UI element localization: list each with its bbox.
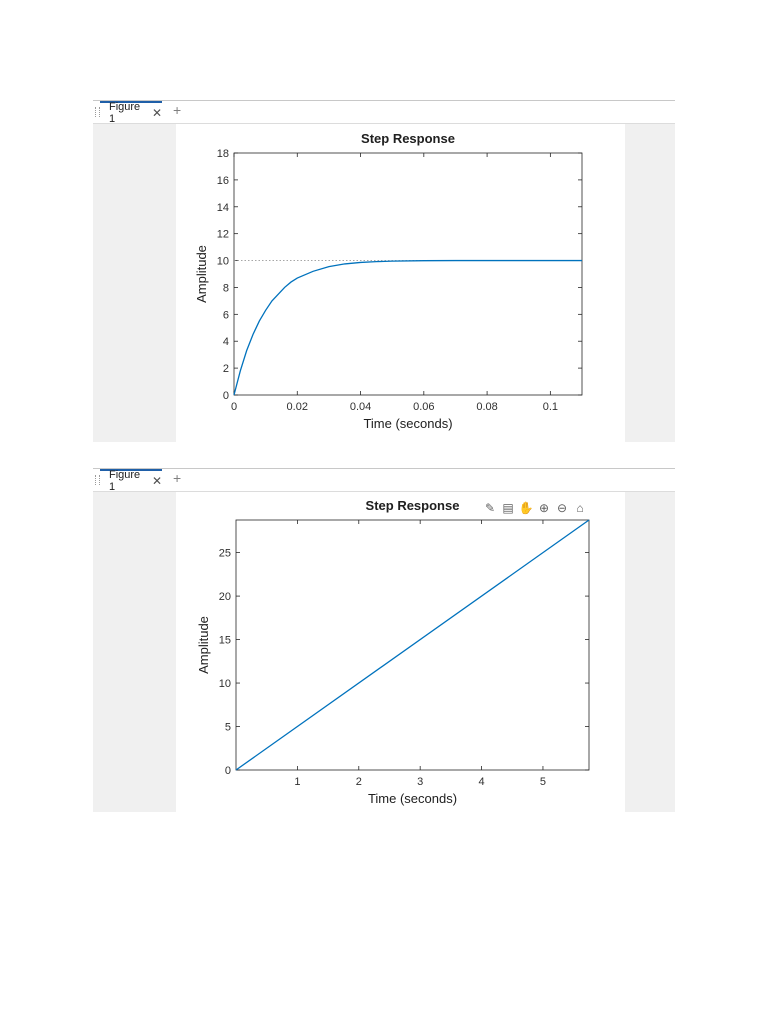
- x-axis-label: Time (seconds): [368, 791, 457, 806]
- y-tick-label: 16: [217, 175, 229, 187]
- drag-handle-icon[interactable]: [95, 475, 100, 485]
- zoom-in-icon[interactable]: ⊕: [538, 501, 550, 515]
- y-tick-label: 15: [219, 635, 231, 647]
- tab-label: Figure 1: [109, 469, 141, 493]
- x-tick-label: 2: [356, 776, 362, 788]
- x-tick-label: 1: [294, 776, 300, 788]
- divider: [93, 468, 675, 469]
- y-axis-label: Amplitude: [194, 245, 209, 303]
- series-line: [235, 519, 590, 771]
- x-tick-label: 4: [479, 776, 485, 788]
- x-axis-label: Time (seconds): [363, 416, 452, 431]
- drag-handle-icon[interactable]: [95, 107, 100, 117]
- x-tick-label: 0.1: [543, 401, 558, 413]
- y-tick-label: 6: [223, 309, 229, 321]
- home-icon[interactable]: ⌂: [576, 501, 584, 515]
- y-tick-label: 5: [225, 722, 231, 734]
- divider: [93, 100, 675, 101]
- y-tick-label: 10: [219, 678, 231, 690]
- zoom-out-icon[interactable]: ⊖: [556, 501, 568, 515]
- y-tick-label: 25: [219, 548, 231, 560]
- pan-icon[interactable]: ✋: [518, 501, 534, 515]
- plus-icon[interactable]: +: [173, 102, 182, 118]
- x-tick-label: 0.06: [413, 401, 434, 413]
- y-tick-label: 12: [217, 229, 229, 241]
- y-tick-label: 2: [223, 363, 229, 375]
- y-tick-label: 18: [217, 148, 229, 160]
- series-line: [233, 259, 582, 396]
- y-tick-label: 8: [223, 282, 229, 294]
- close-icon[interactable]: ✕: [151, 474, 162, 488]
- tab-bar: Figure 1 ✕ +: [93, 101, 675, 125]
- y-axis-label: Amplitude: [196, 616, 211, 674]
- y-tick-label: 20: [219, 591, 231, 603]
- x-tick-label: 0.08: [476, 401, 497, 413]
- plus-icon[interactable]: +: [173, 470, 182, 486]
- y-tick-label: 10: [217, 256, 229, 268]
- tab-figure-1[interactable]: Figure 1 ✕: [100, 101, 162, 125]
- data-tips-icon[interactable]: ✎: [484, 501, 496, 515]
- y-tick-label: 0: [223, 390, 229, 402]
- close-icon[interactable]: ✕: [151, 106, 162, 120]
- tab-label: Figure 1: [109, 101, 141, 125]
- x-tick-label: 3: [417, 776, 423, 788]
- chart-title: Step Response: [366, 498, 460, 513]
- x-tick-label: 0.02: [287, 401, 308, 413]
- x-tick-label: 0: [231, 401, 237, 413]
- y-tick-label: 4: [223, 336, 229, 348]
- y-tick-label: 0: [225, 765, 231, 777]
- axes-toolbar: ✎ ▤ ✋ ⊕ ⊖ ⌂: [482, 500, 588, 516]
- x-tick-label: 5: [540, 776, 546, 788]
- tab-figure-1[interactable]: Figure 1 ✕: [100, 469, 162, 493]
- y-tick-label: 14: [217, 202, 229, 214]
- chart-title: Step Response: [361, 131, 455, 146]
- plot-area: [233, 152, 583, 396]
- brush-icon[interactable]: ▤: [502, 501, 514, 515]
- tab-bar: Figure 1 ✕ +: [93, 469, 675, 493]
- x-tick-label: 0.04: [350, 401, 371, 413]
